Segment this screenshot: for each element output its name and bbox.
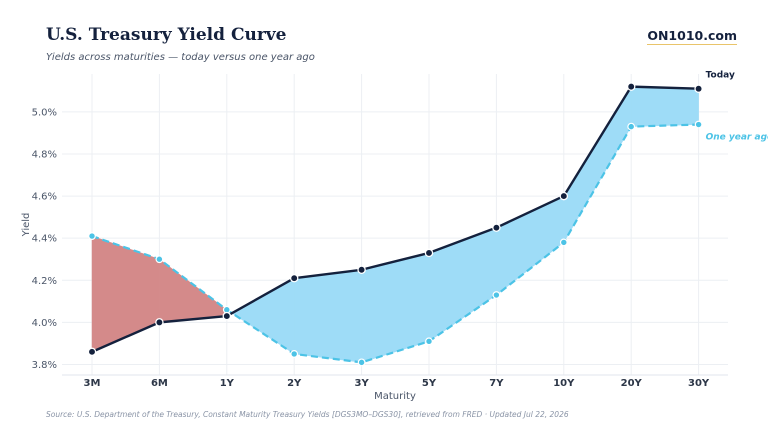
spread-fill	[361, 252, 430, 363]
x-tick-label: 3Y	[354, 378, 369, 389]
y-tick-label: 4.0%	[32, 318, 57, 329]
point-one-year-ago	[627, 122, 636, 131]
spread-fill	[563, 85, 632, 244]
y-tick-label: 4.4%	[32, 234, 57, 245]
series-line-one-year-ago	[91, 123, 699, 364]
y-axis-label: Yield	[21, 213, 32, 238]
point-one-year-ago	[155, 255, 164, 264]
spread-fill	[630, 86, 699, 127]
point-today	[222, 311, 232, 321]
y-tick-label: 4.8%	[32, 149, 57, 160]
x-axis-ticks: 3M 6M 1Y 2Y 3Y 5Y 7Y 10Y 20Y 30Y	[84, 378, 710, 389]
x-tick-label: 1Y	[220, 378, 235, 389]
series-line-today	[91, 85, 699, 353]
y-axis-ticks: 3.8% 4.0% 4.2% 4.4% 4.6% 4.8% 5.0%	[32, 107, 57, 371]
y-tick-label: 4.6%	[32, 192, 57, 203]
x-tick-label: 2Y	[287, 378, 302, 389]
spread-fill	[293, 269, 362, 363]
series-points	[87, 82, 703, 367]
x-tick-label: 7Y	[489, 378, 504, 389]
spread-fill	[159, 258, 228, 323]
point-one-year-ago	[694, 120, 703, 129]
spread-fill	[428, 227, 497, 342]
point-one-year-ago	[559, 238, 568, 247]
x-tick-label: 5Y	[422, 378, 437, 389]
x-tick-label: 30Y	[688, 378, 710, 389]
spread-fill	[231, 277, 295, 355]
source-note: Source: U.S. Department of the Treasury,…	[46, 410, 569, 419]
y-tick-label: 3.8%	[32, 360, 57, 371]
y-tick-label: 5.0%	[32, 107, 57, 118]
point-one-year-ago	[357, 358, 366, 367]
point-one-year-ago	[425, 337, 433, 346]
point-today	[492, 223, 501, 232]
x-tick-label: 10Y	[553, 378, 575, 389]
point-one-year-ago	[290, 350, 299, 358]
point-today	[87, 347, 97, 357]
point-today	[357, 265, 366, 275]
point-one-year-ago	[492, 291, 501, 299]
point-today	[626, 82, 636, 91]
chart-subtitle: Yields across maturities — today versus …	[46, 52, 315, 63]
x-tick-label: 6M	[151, 378, 168, 389]
point-today	[155, 318, 164, 327]
point-one-year-ago	[88, 232, 96, 240]
series-label-today: Today	[706, 71, 735, 81]
point-today	[559, 191, 569, 201]
point-today	[694, 84, 703, 93]
y-tick-label: 4.2%	[32, 276, 57, 287]
x-tick-label: 20Y	[621, 378, 643, 389]
point-today	[289, 273, 299, 283]
brand-logo[interactable]: ON1010.com	[647, 28, 737, 45]
series-label-one-year-ago: One year ago	[706, 133, 768, 143]
x-axis-label: Maturity	[374, 391, 416, 402]
x-tick-label: 3M	[84, 378, 101, 389]
spread-fill	[91, 235, 160, 353]
series-lines	[91, 85, 699, 364]
point-today	[424, 248, 434, 258]
chart-title: U.S. Treasury Yield Curve	[46, 25, 287, 45]
